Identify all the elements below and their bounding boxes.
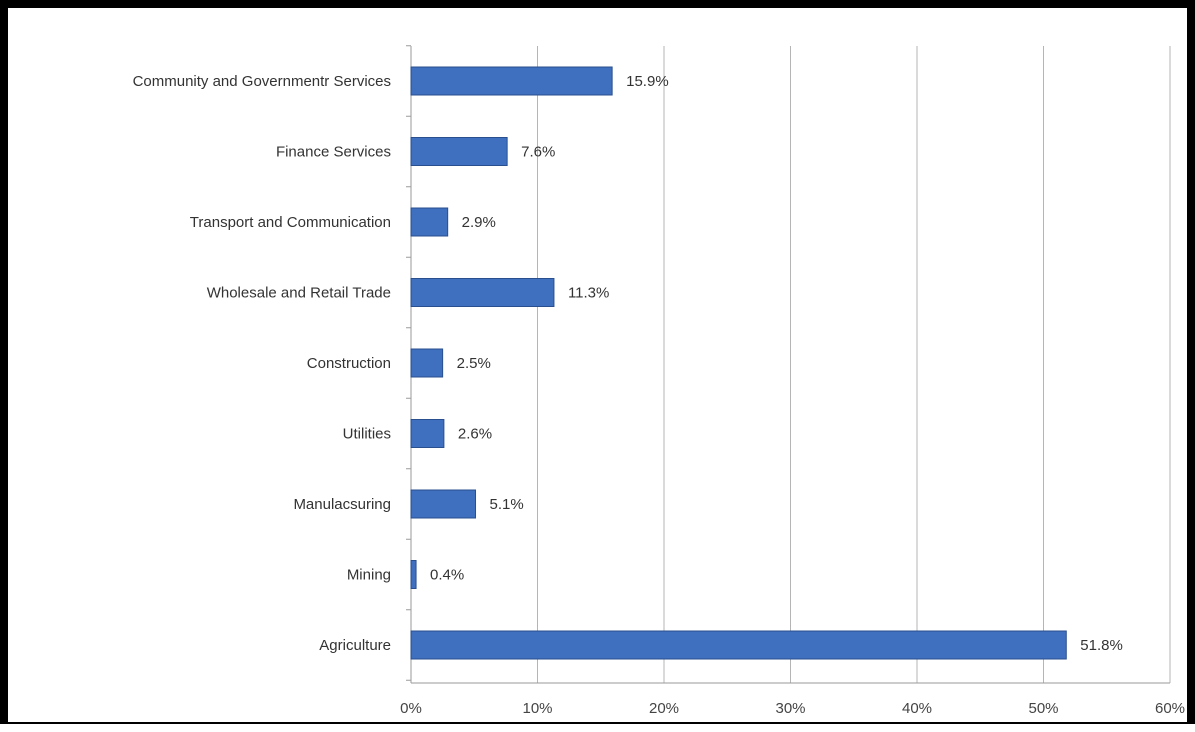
x-tick-label: 60%	[1155, 700, 1185, 717]
x-tick-label: 10%	[522, 700, 552, 717]
category-label: Transport and Communication	[190, 214, 391, 231]
value-label: 2.6%	[458, 426, 492, 443]
value-label: 5.1%	[490, 496, 524, 513]
bar	[410, 489, 477, 519]
bars	[410, 66, 1067, 660]
category-label: Wholesale and Retail Trade	[207, 285, 391, 302]
bar	[410, 207, 449, 237]
category-label: Finance Services	[276, 144, 391, 161]
x-tick-label: 0%	[400, 700, 422, 717]
value-label: 2.5%	[457, 355, 491, 372]
bar-chart: 0% 10% 20% 30% 40% 50% 60% Community and Govern…	[133, 45, 1185, 717]
category-label: Mining	[347, 567, 391, 584]
x-tick-label: 40%	[902, 700, 932, 717]
value-label: 7.6%	[521, 144, 555, 161]
bar	[410, 137, 508, 166]
value-label: 2.9%	[462, 214, 496, 231]
x-tick-label: 20%	[649, 700, 679, 717]
bar	[410, 560, 417, 589]
value-label: 51.8%	[1080, 637, 1123, 654]
category-label: Agriculture	[319, 637, 391, 654]
category-label: Manulacsuring	[293, 496, 391, 513]
bar	[410, 419, 445, 448]
bar	[410, 630, 1067, 660]
value-label: 0.4%	[430, 567, 464, 584]
category-label: Utilities	[343, 426, 391, 443]
labels: 0% 10% 20% 30% 40% 50% 60% Community and Govern…	[133, 73, 1185, 717]
x-tick-label: 50%	[1028, 700, 1058, 717]
value-label: 11.3%	[568, 285, 609, 302]
category-label: Construction	[307, 355, 391, 372]
bar	[410, 278, 555, 307]
gridlines	[406, 45, 1171, 684]
category-label: Community and Governmentr Services	[133, 73, 391, 90]
bar	[410, 348, 444, 378]
value-label: 15.9%	[626, 73, 669, 90]
bar	[410, 66, 613, 96]
x-tick-label: 30%	[775, 700, 805, 717]
